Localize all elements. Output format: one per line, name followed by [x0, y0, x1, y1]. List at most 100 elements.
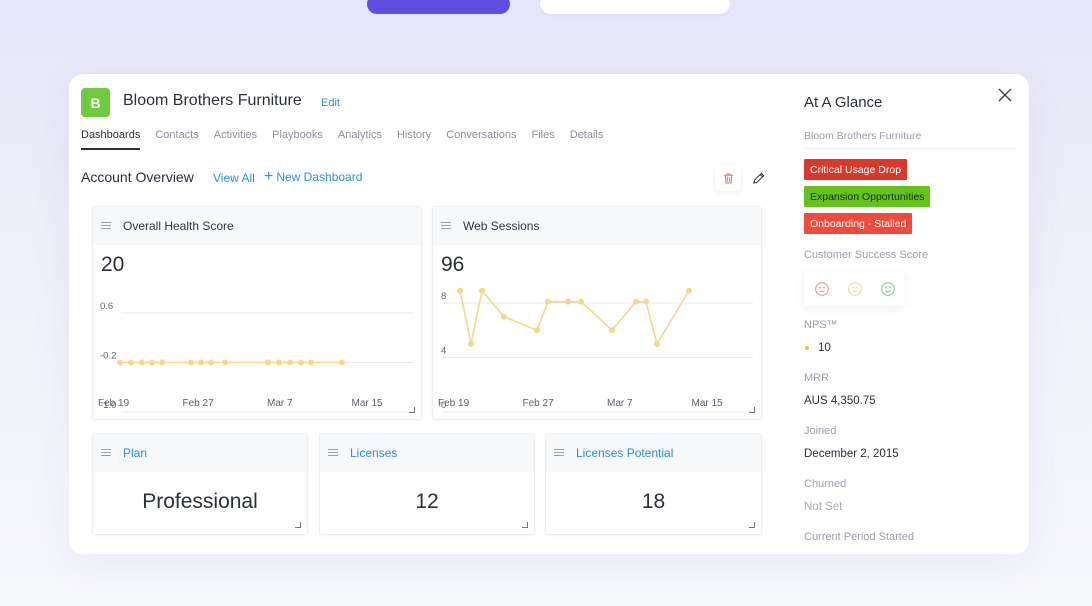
x-tick-label: Feb 19: [438, 398, 470, 409]
view-all-link[interactable]: View All: [213, 171, 255, 185]
data-point: [479, 287, 485, 294]
data-point: [159, 359, 165, 366]
data-point: [149, 359, 155, 366]
drag-handle-icon[interactable]: [101, 449, 111, 457]
data-point: [457, 287, 463, 294]
resize-handle-icon[interactable]: [409, 407, 415, 413]
badge-critical-usage-drop[interactable]: Critical Usage Drop: [804, 159, 908, 180]
tab-analytics[interactable]: Analytics: [337, 129, 382, 141]
neutral-face-icon[interactable]: [847, 281, 863, 297]
licenses-widget[interactable]: Licenses 12: [319, 433, 535, 535]
licenses-potential-value: 18: [641, 490, 666, 513]
data-point: [501, 313, 507, 320]
panel-title: At A Glance: [804, 94, 883, 111]
top-secondary-button[interactable]: [540, 0, 730, 14]
tab-playbooks[interactable]: Playbooks: [272, 129, 323, 141]
account-card: B Bloom Brothers Furniture Edit Dashboar…: [69, 74, 1029, 554]
tab-history[interactable]: History: [396, 129, 432, 141]
resize-handle-icon[interactable]: [295, 522, 301, 528]
drag-handle-icon[interactable]: [328, 449, 338, 457]
tab-contacts[interactable]: Contacts: [155, 129, 199, 141]
y-tick-label: 8: [441, 291, 446, 302]
licenses-title-link[interactable]: Licenses: [350, 446, 398, 460]
drag-handle-icon[interactable]: [441, 222, 451, 230]
data-point: [643, 298, 649, 305]
data-point: [287, 359, 293, 366]
resize-handle-icon[interactable]: [749, 522, 755, 528]
close-icon[interactable]: [997, 87, 1013, 103]
badge-expansion-opportunities[interactable]: Expansion Opportunities: [804, 186, 931, 207]
cs-score-selector[interactable]: [804, 272, 904, 306]
series-line: [459, 289, 690, 345]
data-point: [468, 340, 474, 347]
mrr-value: AUS 4,350.75: [804, 395, 876, 407]
health-score-widget[interactable]: Overall Health Score 20 0.6 -0.2 -1.0 Feb 1…: [92, 206, 422, 420]
tab-dashboards[interactable]: Dashboards: [81, 129, 141, 150]
nps-value: 10: [818, 342, 831, 354]
data-point: [654, 340, 660, 347]
data-point: [633, 298, 639, 305]
data-point: [534, 327, 540, 334]
edit-account-link[interactable]: Edit: [321, 97, 340, 109]
data-point: [545, 298, 551, 305]
x-tick-label: Mar 7: [267, 398, 293, 409]
data-point: [686, 287, 692, 294]
plan-title-link[interactable]: Plan: [123, 446, 148, 460]
x-tick-label: Mar 15: [692, 398, 724, 409]
y-tick-label: -1.0: [100, 400, 116, 411]
badge-onboarding-stalled[interactable]: Onboarding - Stalled: [804, 213, 913, 234]
pencil-icon: [752, 172, 764, 184]
x-tick-label: Feb 27: [183, 398, 215, 409]
nps-status-dot: [805, 346, 809, 350]
licenses-potential-widget[interactable]: Licenses Potential 18: [545, 433, 762, 535]
happy-face-icon[interactable]: [880, 281, 896, 297]
x-tick-label: Feb 19: [98, 398, 130, 409]
web-sessions-value: 96: [441, 253, 465, 276]
new-dashboard-button[interactable]: + New Dashboard: [264, 169, 363, 185]
tab-details[interactable]: Details: [569, 129, 604, 141]
x-tick-label: Feb 27: [523, 398, 555, 409]
mrr-label: MRR: [804, 372, 830, 384]
plan-value: Professional: [142, 490, 258, 513]
data-point: [565, 298, 571, 305]
plan-widget[interactable]: Plan Professional: [92, 433, 308, 535]
licenses-potential-title-link[interactable]: Licenses Potential: [576, 446, 674, 460]
delete-dashboard-button[interactable]: [715, 165, 741, 191]
health-score-value: 20: [101, 253, 125, 276]
new-dashboard-label: New Dashboard: [276, 170, 363, 184]
data-point: [298, 359, 304, 366]
y-tick-label: 0.6: [100, 301, 113, 312]
data-point: [198, 359, 204, 366]
y-tick-label: -0.2: [100, 351, 116, 362]
joined-label: Joined: [804, 425, 837, 437]
tab-files[interactable]: Files: [531, 129, 555, 141]
data-point: [117, 359, 123, 366]
sad-face-icon[interactable]: [814, 281, 830, 297]
edit-dashboard-button[interactable]: [745, 165, 771, 191]
top-primary-button[interactable]: [367, 0, 510, 14]
account-name: Bloom Brothers Furniture: [123, 92, 302, 109]
nps-label: NPS™: [804, 319, 838, 331]
data-point: [339, 359, 345, 366]
drag-handle-icon[interactable]: [554, 449, 564, 457]
joined-value: December 2, 2015: [804, 448, 899, 460]
resize-handle-icon[interactable]: [749, 407, 755, 413]
web-sessions-widget[interactable]: Web Sessions 96 8 4 0 Feb 19 Feb 27 Mar 7 Mar …: [432, 206, 762, 420]
tab-activities[interactable]: Activities: [213, 129, 258, 141]
data-point: [208, 359, 214, 366]
panel-company-name: Bloom Brothers Furniture: [804, 130, 922, 142]
licenses-value: 12: [415, 490, 439, 513]
trash-icon: [723, 173, 733, 183]
churned-label: Churned: [804, 478, 847, 490]
data-point: [188, 359, 194, 366]
account-tabs: Dashboards Contacts Activities Playbooks…: [81, 129, 618, 150]
tab-conversations[interactable]: Conversations: [446, 129, 517, 141]
data-point: [128, 359, 134, 366]
resize-handle-icon[interactable]: [522, 522, 528, 528]
x-tick-label: Mar 15: [352, 398, 384, 409]
section-title: Account Overview: [81, 169, 194, 185]
account-avatar: B: [81, 88, 110, 117]
drag-handle-icon[interactable]: [101, 222, 111, 230]
widget-title: Overall Health Score: [123, 219, 234, 233]
